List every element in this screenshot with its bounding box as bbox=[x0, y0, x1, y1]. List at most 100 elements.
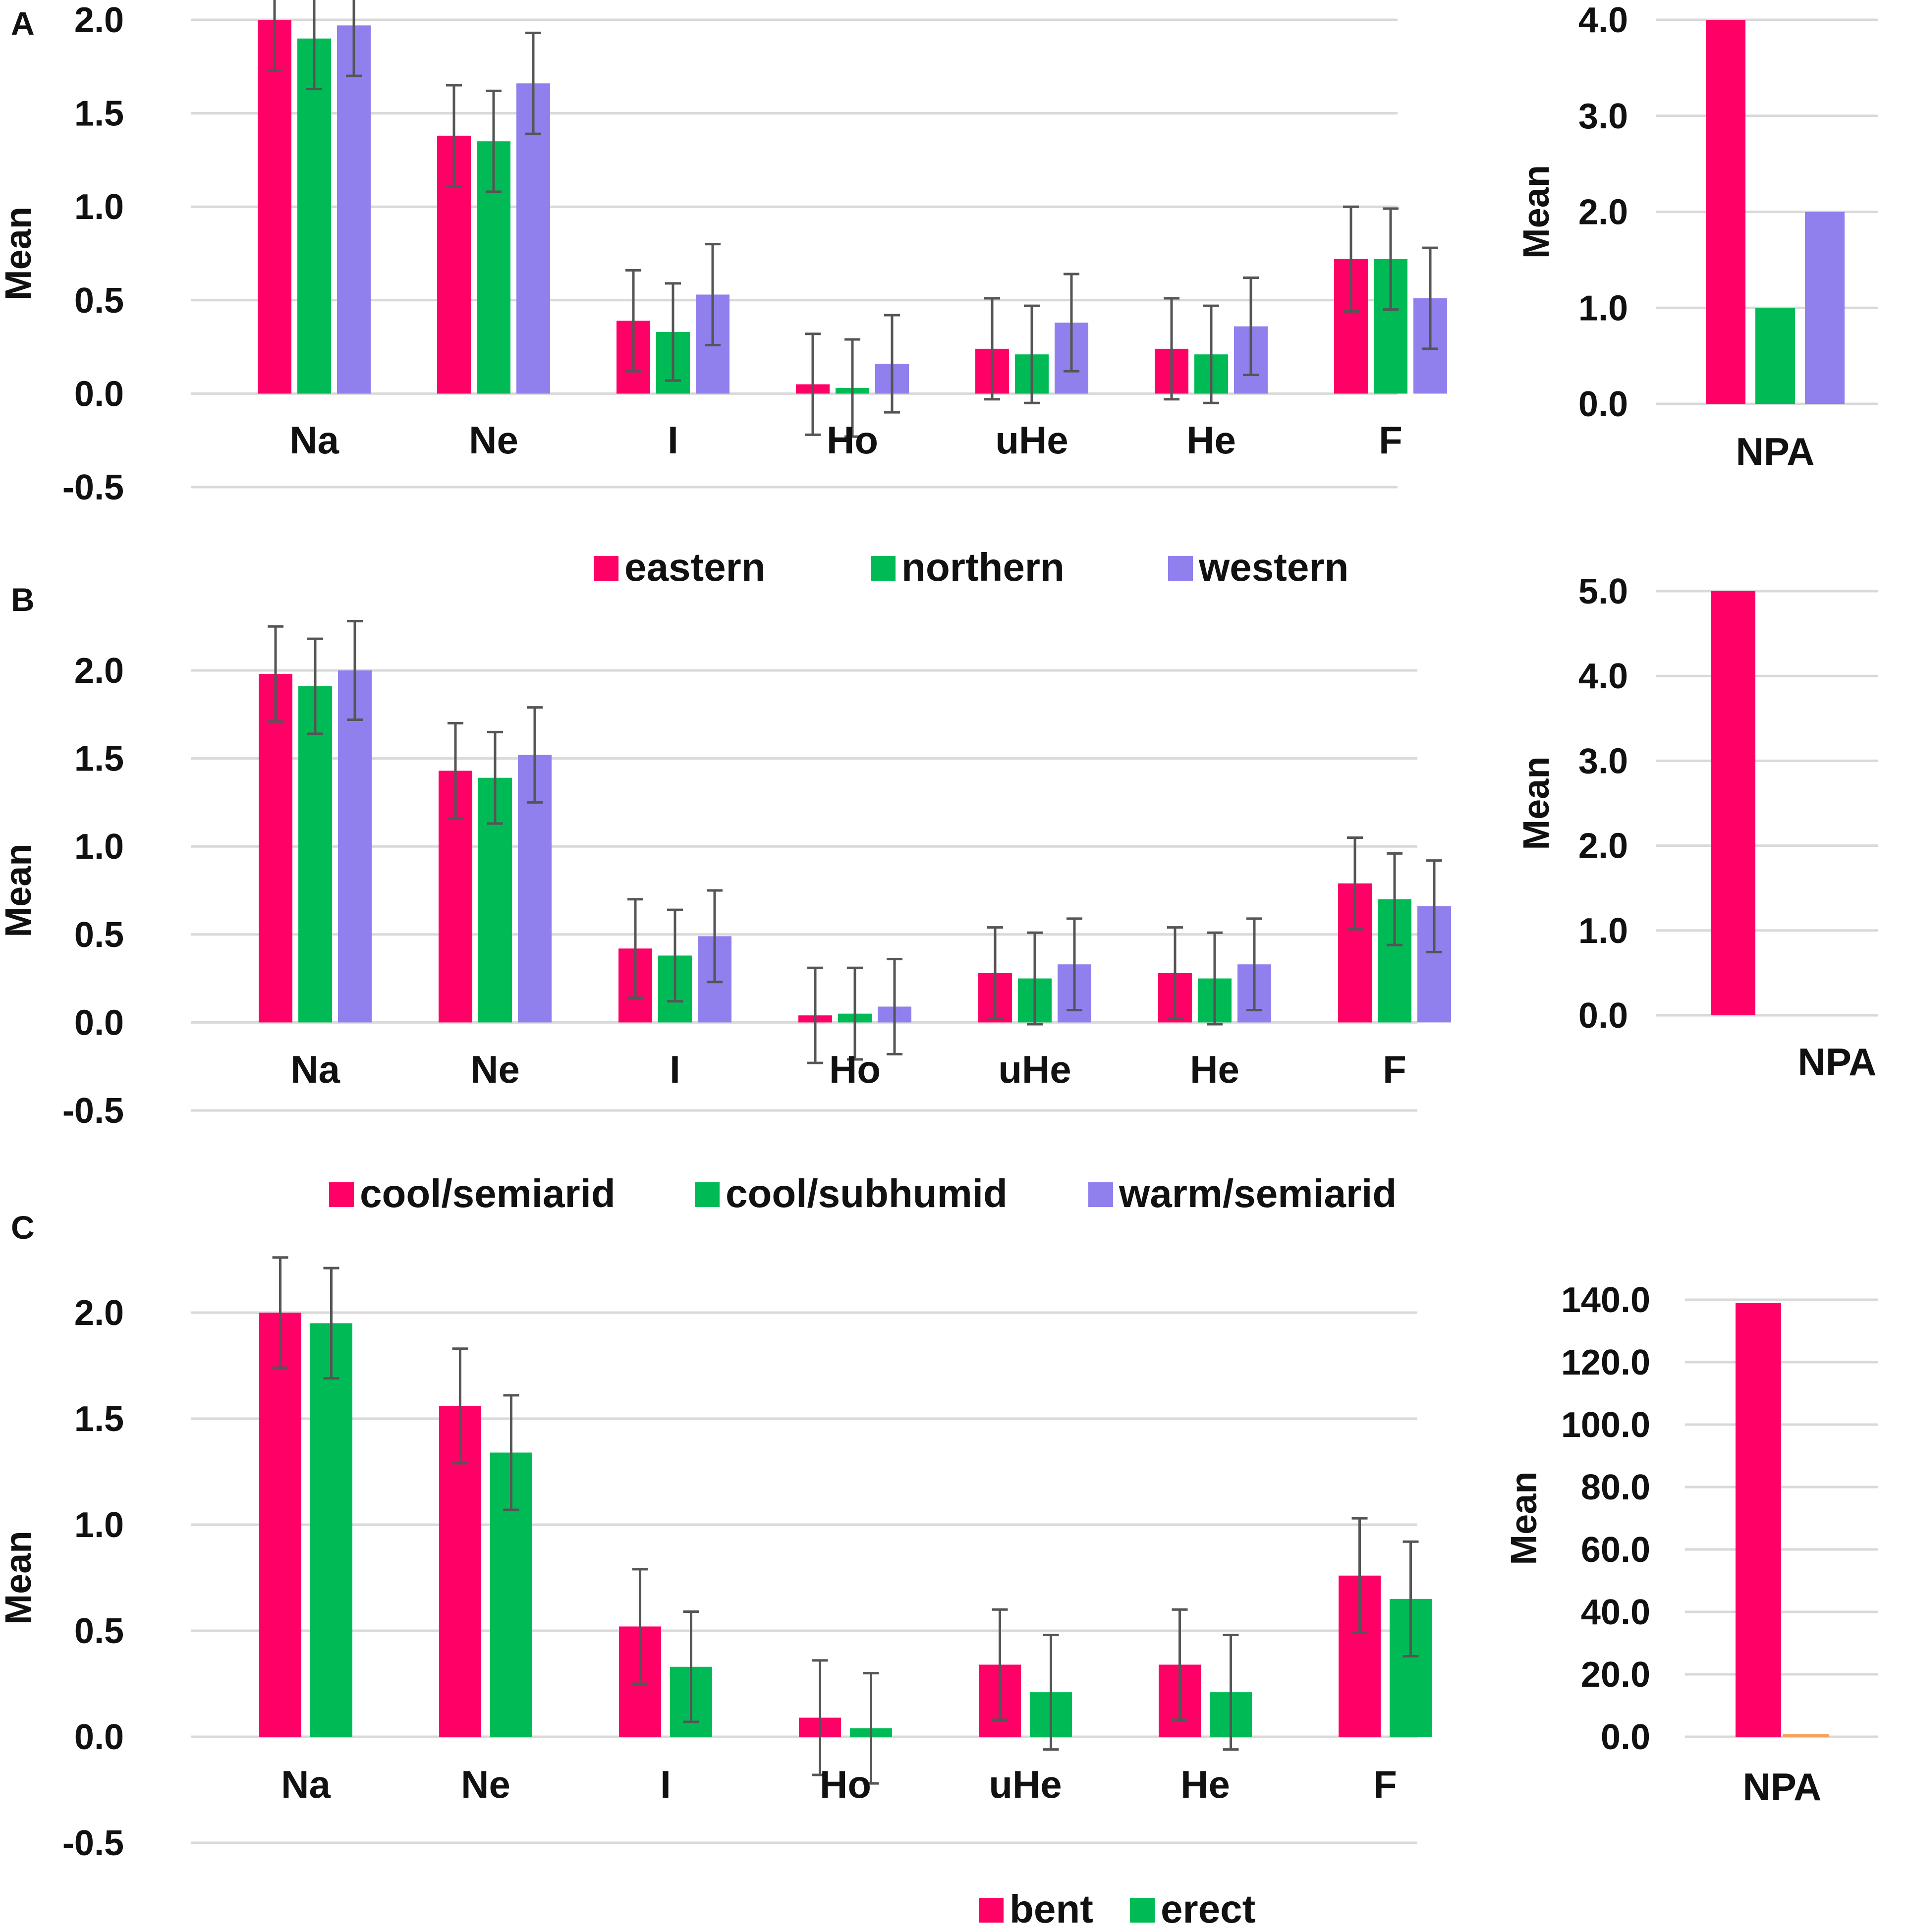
b-main-ytick-1: 1.5 bbox=[74, 739, 124, 779]
chart-b-main: 2.0 1.5 1.0 0.5 0.0 -0.5 Mean Na Ne I Ho uHe He F bbox=[0, 620, 1451, 1131]
b-npa-ytick-3: 2.0 bbox=[1578, 827, 1628, 866]
a-main-category-ne: Ne bbox=[469, 418, 518, 462]
chart-a-npa: 4.0 3.0 2.0 1.0 0.0 Mean NPA bbox=[1515, 0, 1878, 473]
panel-label-b: B bbox=[11, 581, 35, 618]
b-npa-ytick-0: 5.0 bbox=[1578, 572, 1628, 611]
c-main-ytick-5: -0.5 bbox=[62, 1823, 124, 1863]
a-main-bar-eastern-na bbox=[258, 20, 291, 394]
c-main-ytick-2: 1.0 bbox=[74, 1505, 124, 1545]
legend-c-erect-label: erect bbox=[1161, 1887, 1255, 1931]
c-npa-ylabel: Mean bbox=[1503, 1471, 1544, 1565]
c-npa-ytick-4: 60.0 bbox=[1581, 1530, 1650, 1570]
b-main-category-na: Na bbox=[290, 1048, 340, 1091]
a-main-category-he: He bbox=[1186, 418, 1236, 462]
c-npa-ytick-6: 20.0 bbox=[1581, 1655, 1650, 1695]
a-main-ytick-4: 0.0 bbox=[74, 374, 124, 414]
c-main-bar-bent-na bbox=[259, 1313, 301, 1737]
a-main-ytick-1: 1.5 bbox=[74, 94, 124, 134]
a-main-bar-western-ne bbox=[516, 83, 550, 394]
b-main-category-f: F bbox=[1383, 1048, 1406, 1091]
b-npa-category-npa: NPA bbox=[1798, 1040, 1877, 1084]
legend-b-cool-semiarid-label: cool/semiarid bbox=[360, 1171, 616, 1215]
a-main-category-f: F bbox=[1379, 418, 1403, 462]
a-main-ylabel: Mean bbox=[0, 207, 39, 300]
a-main-ytick-5: -0.5 bbox=[62, 468, 124, 507]
b-main-category-ho: Ho bbox=[829, 1048, 881, 1091]
legend-c-erect-swatch bbox=[1130, 1898, 1155, 1923]
b-npa-ytick-5: 0.0 bbox=[1578, 996, 1628, 1036]
c-main-category-ne: Ne bbox=[461, 1763, 510, 1806]
c-npa-ytick-0: 140.0 bbox=[1561, 1280, 1650, 1320]
legend-a-northern-swatch bbox=[871, 556, 896, 581]
a-main-category-uhe: uHe bbox=[995, 418, 1068, 462]
c-main-ytick-1: 1.5 bbox=[74, 1399, 124, 1439]
b-main-ytick-0: 2.0 bbox=[74, 651, 124, 691]
legend-b: cool/semiarid cool/subhumid warm/semiari… bbox=[329, 1171, 1397, 1215]
a-npa-ylabel: Mean bbox=[1515, 165, 1557, 259]
b-main-category-ne: Ne bbox=[470, 1048, 520, 1091]
b-npa-ytick-4: 1.0 bbox=[1578, 911, 1628, 951]
a-main-bar-western-na bbox=[337, 25, 371, 394]
legend-b-cool-semiarid-swatch bbox=[329, 1182, 354, 1207]
b-npa-ytick-1: 4.0 bbox=[1578, 657, 1628, 696]
legend-a-eastern-swatch bbox=[594, 556, 618, 581]
c-npa-ytick-1: 120.0 bbox=[1561, 1343, 1650, 1382]
c-npa-ytick-3: 80.0 bbox=[1581, 1468, 1650, 1507]
b-main-category-i: I bbox=[670, 1048, 680, 1091]
a-npa-bar-eastern-npa bbox=[1706, 20, 1745, 404]
legend-b-cool-subhumid-swatch bbox=[695, 1182, 720, 1207]
c-main-ytick-3: 0.5 bbox=[74, 1611, 124, 1651]
legend-b-cool-subhumid-label: cool/subhumid bbox=[726, 1171, 1008, 1215]
c-main-category-i: I bbox=[660, 1763, 671, 1806]
c-main-category-uhe: uHe bbox=[989, 1763, 1062, 1806]
chart-b-npa: 5.0 4.0 3.0 2.0 1.0 0.0 Mean NPA bbox=[1515, 572, 1878, 1084]
a-npa-category-npa: NPA bbox=[1736, 430, 1815, 473]
a-npa-ytick-3: 1.0 bbox=[1578, 288, 1628, 328]
panel-label-a: A bbox=[11, 5, 35, 42]
b-npa-ytick-2: 3.0 bbox=[1578, 741, 1628, 781]
b-main-category-he: He bbox=[1190, 1048, 1239, 1091]
a-npa-bar-northern-npa bbox=[1755, 308, 1795, 404]
b-npa-ylabel: Mean bbox=[1515, 756, 1557, 850]
a-main-ytick-2: 1.0 bbox=[74, 187, 124, 227]
a-npa-ytick-0: 4.0 bbox=[1578, 0, 1628, 40]
b-npa-bar-cool-semiarid-npa bbox=[1711, 591, 1755, 1015]
legend-b-warm-semiarid-label: warm/semiarid bbox=[1119, 1171, 1397, 1215]
c-npa-bar-bent-npa bbox=[1736, 1303, 1781, 1737]
legend-a: eastern northern western bbox=[594, 545, 1348, 589]
b-main-ytick-4: 0.0 bbox=[74, 1003, 124, 1043]
legend-a-western-swatch bbox=[1168, 556, 1193, 581]
c-main-category-na: Na bbox=[281, 1763, 331, 1806]
legend-c-bent-swatch bbox=[979, 1898, 1004, 1923]
chart-c-main: 2.0 1.5 1.0 0.5 0.0 -0.5 Mean Na Ne I Ho uHe He F bbox=[0, 1256, 1432, 1863]
b-main-ytick-3: 0.5 bbox=[74, 915, 124, 955]
b-main-ytick-2: 1.0 bbox=[74, 827, 124, 867]
c-main-category-he: He bbox=[1180, 1763, 1230, 1806]
c-main-bar-erect-na bbox=[310, 1323, 352, 1737]
legend-a-eastern-label: eastern bbox=[624, 545, 766, 589]
a-npa-ytick-4: 0.0 bbox=[1578, 385, 1628, 424]
a-npa-ytick-2: 2.0 bbox=[1578, 193, 1628, 232]
a-npa-ytick-1: 3.0 bbox=[1578, 97, 1628, 136]
c-npa-category-npa: NPA bbox=[1743, 1765, 1822, 1809]
b-main-bar-cool-subhumid-na bbox=[298, 686, 332, 1023]
c-npa-ytick-2: 100.0 bbox=[1561, 1405, 1650, 1445]
c-main-ytick-0: 2.0 bbox=[74, 1293, 124, 1333]
a-main-category-i: I bbox=[668, 418, 678, 462]
c-main-ytick-4: 0.0 bbox=[74, 1717, 124, 1757]
a-main-bar-northern-na bbox=[297, 38, 331, 394]
chart-c-npa: 140.0 120.0 100.0 80.0 60.0 40.0 20.0 0.0 Mean NP… bbox=[1503, 1280, 1878, 1809]
a-main-category-na: Na bbox=[289, 418, 339, 462]
legend-a-western-label: western bbox=[1198, 545, 1348, 589]
a-npa-bar-western-npa bbox=[1805, 212, 1845, 404]
c-npa-ytick-5: 40.0 bbox=[1581, 1593, 1650, 1632]
c-main-category-ho: Ho bbox=[820, 1763, 871, 1806]
c-main-category-f: F bbox=[1373, 1763, 1397, 1806]
a-main-ytick-3: 0.5 bbox=[74, 281, 124, 321]
panel-label-c: C bbox=[11, 1209, 35, 1246]
chart-a-main: 2.0 1.5 1.0 0.5 0.0 -0.5 Mean Na Ne I Ho uHe He F bbox=[0, 0, 1447, 507]
b-main-category-uhe: uHe bbox=[998, 1048, 1071, 1091]
c-npa-ytick-7: 0.0 bbox=[1601, 1717, 1650, 1757]
b-main-ytick-5: -0.5 bbox=[62, 1091, 124, 1131]
